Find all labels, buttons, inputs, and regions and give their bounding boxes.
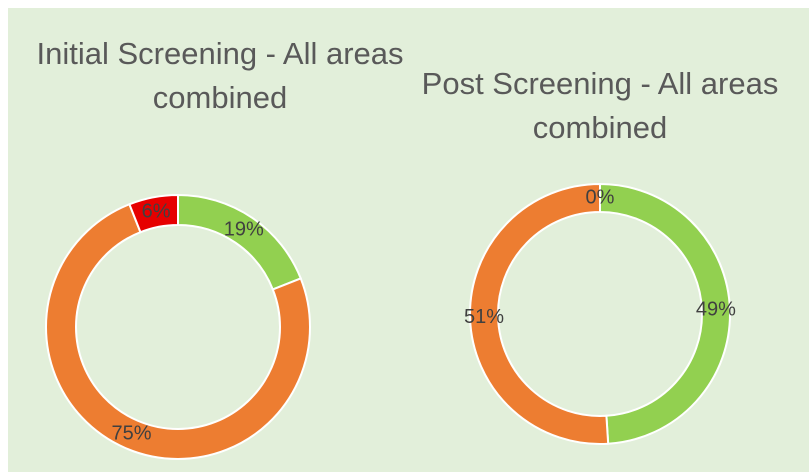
data-label: 51%	[464, 306, 504, 328]
data-label: 0%	[586, 186, 615, 208]
donut-slice	[177, 193, 303, 291]
chart-title: Initial Screening - All areas combined	[36, 36, 404, 115]
donut-slice	[45, 202, 311, 460]
data-label: 6%	[142, 200, 171, 222]
data-label: 75%	[112, 423, 152, 445]
data-label: 49%	[696, 299, 736, 321]
data-label: 19%	[224, 219, 264, 241]
donut-slice	[599, 182, 731, 445]
donut-slice	[469, 182, 610, 445]
donut-slice	[128, 193, 179, 234]
chart-title: Post Screening - All areas combined	[421, 66, 779, 145]
